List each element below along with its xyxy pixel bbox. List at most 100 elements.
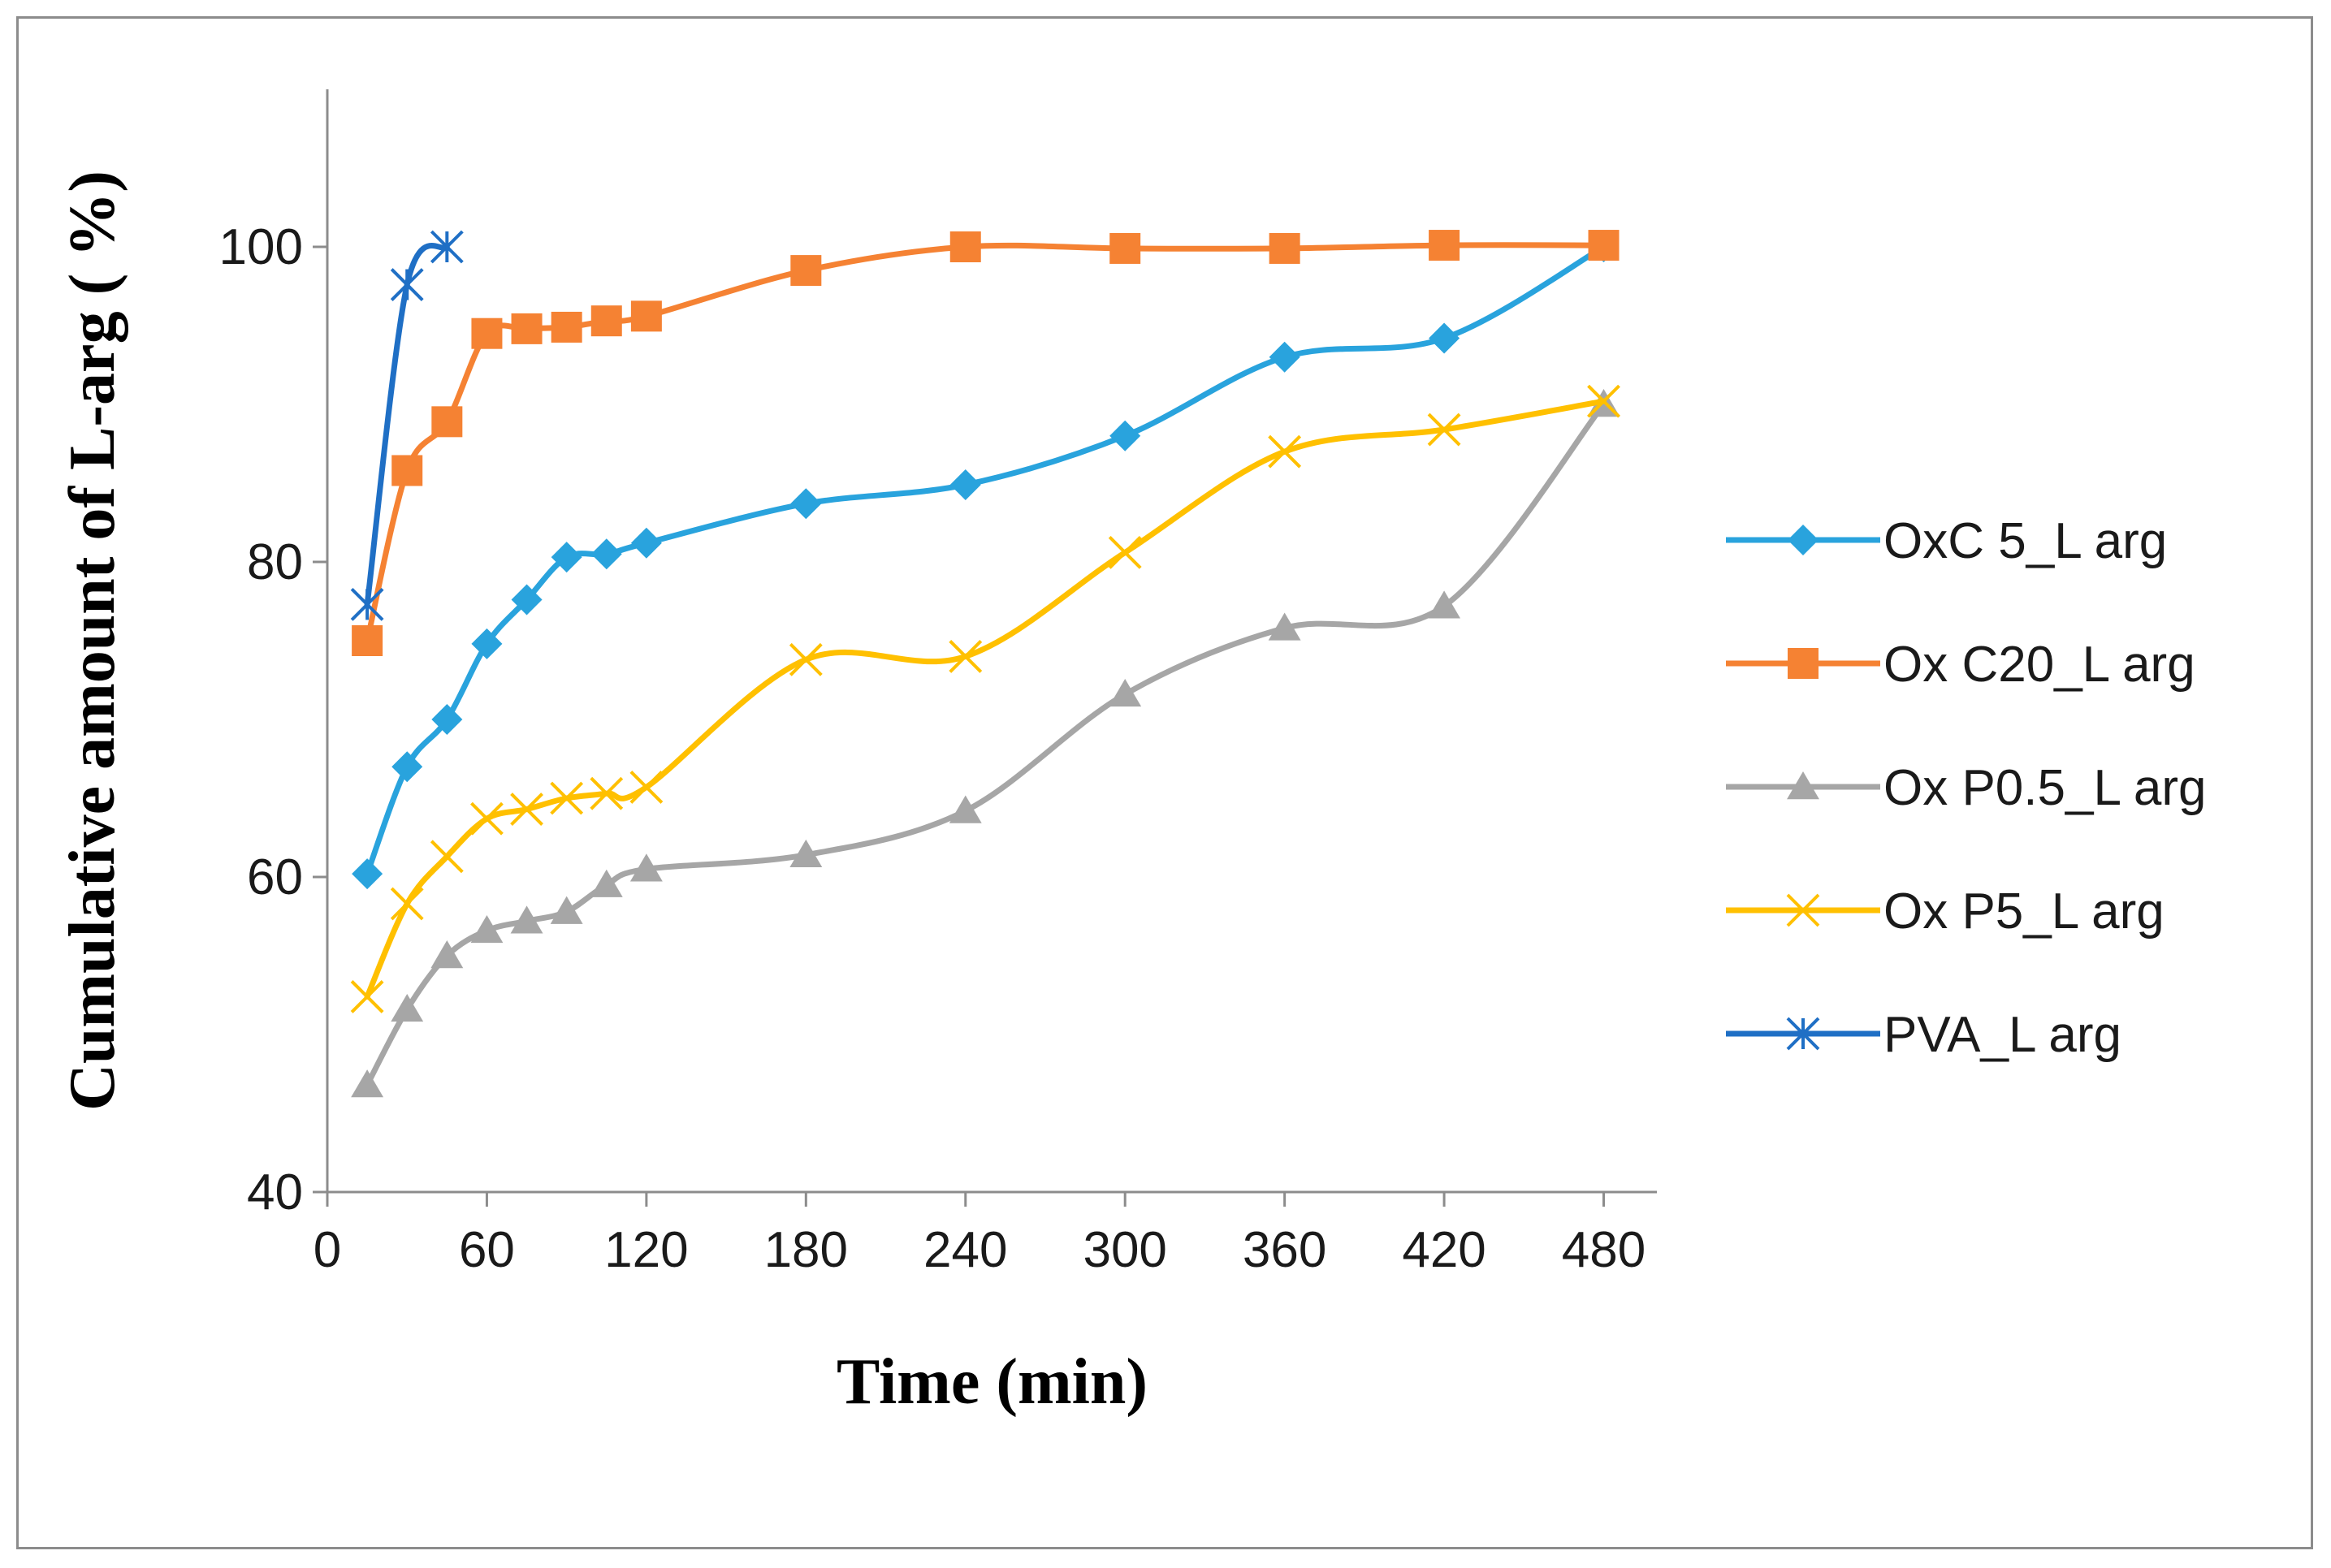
data-point-square [790, 255, 822, 287]
data-point-star [350, 587, 384, 621]
legend-entry: Ox C20_L arg [1726, 637, 2195, 693]
data-point-triangle [590, 869, 623, 897]
legend-entry: Ox P5_L arg [1726, 883, 2164, 940]
data-point-x [390, 887, 424, 921]
x-tick-label: 240 [923, 1222, 1007, 1278]
x-tick-label: 480 [1562, 1222, 1646, 1278]
data-point-diamond [551, 542, 582, 573]
data-point-triangle [351, 1069, 384, 1098]
y-tick-label: 60 [247, 849, 303, 905]
x-mark-stroke [1587, 384, 1620, 418]
data-point-diamond [790, 488, 822, 520]
data-point-square [1269, 232, 1300, 264]
data-point-x [1587, 384, 1620, 418]
x-mark-stroke [430, 840, 464, 874]
legend-label: Ox P0.5_L arg [1883, 760, 2207, 816]
data-point-x [550, 781, 584, 815]
x-mark-stroke [1786, 893, 1820, 927]
data-point-x [1427, 413, 1461, 447]
data-point-square [431, 406, 463, 438]
data-point-diamond [1429, 322, 1460, 354]
series-ox-p0-5-l-arg [351, 389, 1620, 1098]
legend: OxC 5_L arg Ox C20_L arg Ox P0.5_L arg Ox P… [1726, 513, 2207, 1063]
legend-label: Ox P5_L arg [1883, 883, 2164, 940]
data-point-diamond [511, 584, 543, 616]
data-point-triangle [510, 905, 543, 934]
axes: 40 60 80 100 0 60 120 180 240 300 360 420 480 [219, 89, 1657, 1278]
data-point-triangle [1109, 678, 1142, 707]
series-line [364, 401, 1607, 1088]
data-point-x [1108, 535, 1142, 569]
data-point-x [430, 840, 464, 874]
series-line [364, 242, 1607, 644]
data-point-square [949, 231, 981, 262]
x-mark-stroke [390, 887, 424, 921]
data-point-diamond [471, 628, 503, 659]
x-tick-label: 120 [604, 1222, 688, 1278]
data-point-square [1429, 230, 1460, 261]
series-ox-p5-l-arg [350, 384, 1620, 1013]
y-tick-label: 40 [247, 1164, 303, 1220]
data-point-triangle [1787, 771, 1819, 800]
data-point-x [470, 801, 504, 836]
data-point-star [1786, 1017, 1820, 1051]
data-point-diamond [391, 751, 423, 783]
data-point-triangle [430, 940, 464, 969]
x-tick-label: 0 [314, 1222, 341, 1278]
data-point-square [630, 300, 662, 332]
data-point-star [430, 230, 464, 264]
data-point-x [629, 771, 664, 804]
data-point-x [949, 639, 983, 673]
x-tick-label: 420 [1402, 1222, 1486, 1278]
data-point-diamond [352, 858, 383, 890]
data-point-diamond [1269, 341, 1300, 373]
x-mark-stroke [1268, 434, 1302, 469]
data-point-triangle [629, 853, 663, 882]
series-line [364, 244, 1607, 877]
x-tick-label: 60 [459, 1222, 515, 1278]
x-mark-stroke [1427, 413, 1461, 447]
data-point-diamond [1109, 420, 1141, 451]
data-point-triangle [1268, 612, 1301, 641]
data-point-triangle [789, 839, 823, 868]
legend-label: PVA_L arg [1883, 1007, 2121, 1063]
x-mark-stroke [1108, 535, 1142, 569]
x-axis-title: Time (min) [837, 1346, 1148, 1418]
data-point-triangle [470, 914, 504, 944]
y-tick-label: 100 [219, 219, 303, 275]
series-ox-c20-l-arg [352, 230, 1620, 656]
data-point-square [391, 455, 423, 486]
y-axis-title: Cumulative amount of L-arg ( %) [57, 171, 128, 1111]
x-mark-stroke [510, 793, 543, 826]
data-point-diamond [1788, 525, 1819, 555]
data-point-x [1268, 434, 1302, 469]
series-layer [350, 230, 1620, 1098]
legend-entry: Ox P0.5_L arg [1726, 760, 2207, 816]
x-mark-stroke [629, 771, 664, 804]
data-point-square [1109, 232, 1141, 264]
legend-label: OxC 5_L arg [1883, 513, 2167, 569]
series-pva-l-arg [350, 230, 464, 621]
x-tick-label: 180 [764, 1222, 848, 1278]
data-point-x [1786, 893, 1820, 927]
x-mark-stroke [590, 776, 624, 810]
data-point-square [1788, 648, 1819, 679]
data-point-diamond [630, 527, 662, 559]
data-point-x [350, 980, 384, 1013]
x-mark-stroke [350, 980, 384, 1013]
data-point-x [590, 776, 624, 810]
x-tick-label: 360 [1243, 1222, 1326, 1278]
data-point-square [1588, 230, 1620, 261]
x-mark-stroke [470, 801, 504, 836]
legend-entry: PVA_L arg [1726, 1007, 2121, 1063]
data-point-square [590, 305, 622, 337]
data-point-square [352, 625, 383, 656]
data-point-triangle [949, 795, 982, 823]
data-point-square [471, 317, 503, 349]
x-mark-stroke [789, 642, 823, 676]
y-tick-label: 80 [247, 534, 303, 590]
data-point-square [551, 311, 582, 343]
data-point-x [789, 642, 823, 676]
series-line [364, 398, 1607, 1000]
series-oxc-5-l-arg [352, 231, 1620, 890]
